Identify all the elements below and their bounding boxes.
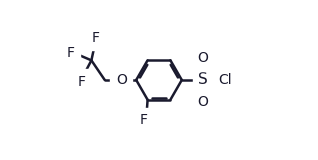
Text: F: F (92, 31, 100, 44)
Text: F: F (78, 75, 86, 89)
Text: F: F (66, 46, 74, 60)
Text: S: S (198, 72, 208, 88)
Text: O: O (116, 73, 127, 87)
Text: O: O (197, 52, 209, 65)
Text: O: O (197, 95, 209, 108)
Text: F: F (140, 113, 148, 127)
Text: Cl: Cl (218, 73, 232, 87)
